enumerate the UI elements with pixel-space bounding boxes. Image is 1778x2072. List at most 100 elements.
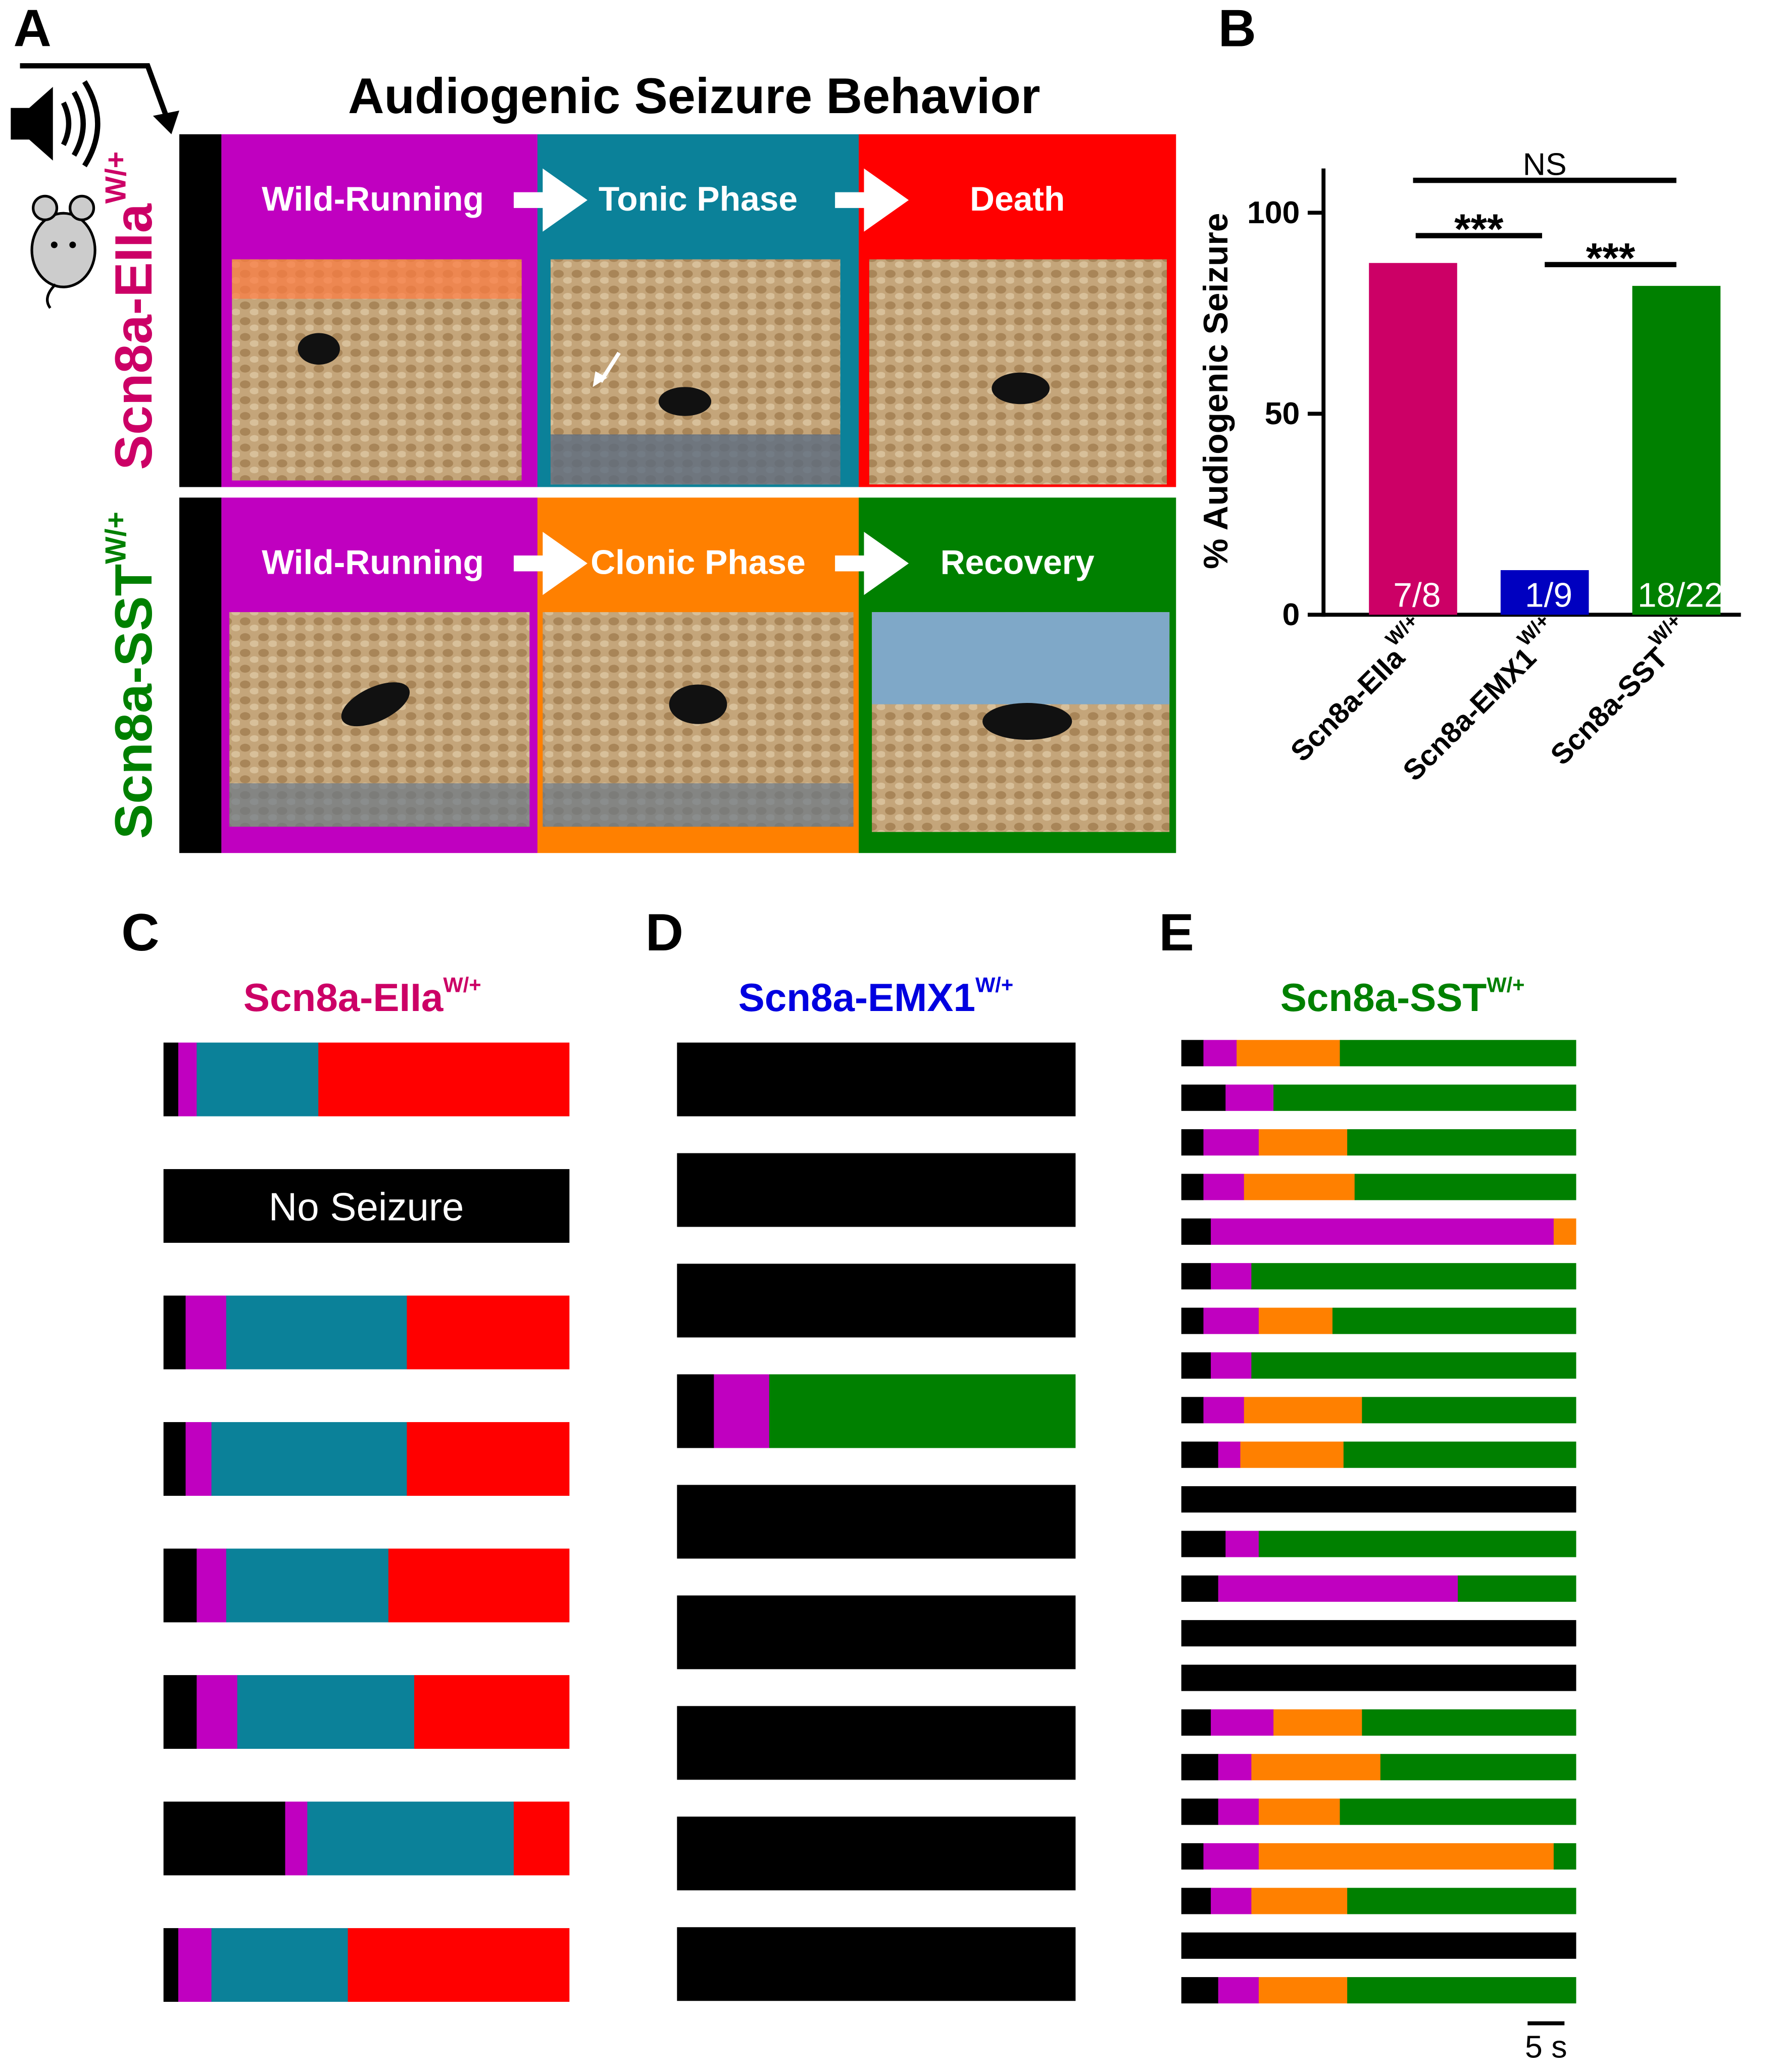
segment: [1458, 1575, 1576, 1602]
timeline-title-main: Scn8a-SST: [1280, 975, 1487, 1020]
segment: [677, 1153, 1076, 1227]
segment: [1181, 1040, 1204, 1067]
timeline-title-sup: W/+: [1487, 973, 1524, 996]
segment: [677, 1927, 1076, 2001]
segment: [163, 1928, 179, 2002]
segment: [1203, 1843, 1259, 1870]
panel-label: D: [646, 903, 683, 962]
segment: [1273, 1084, 1576, 1111]
segment: [1244, 1397, 1363, 1424]
segment: [163, 1295, 186, 1370]
segment: [1203, 1129, 1259, 1156]
segment: [1203, 1174, 1245, 1200]
segment: [1380, 1754, 1576, 1781]
segment: [1211, 1709, 1274, 1736]
phase-label: Wild-Running: [262, 544, 484, 582]
bar: [1632, 286, 1721, 615]
bar: [1369, 263, 1457, 615]
phase-arrow: [835, 168, 909, 232]
segment: [1240, 1441, 1344, 1468]
segment: [677, 1595, 1076, 1670]
segment: [1553, 1218, 1576, 1245]
segment: [226, 1548, 389, 1623]
segment: [163, 1169, 570, 1243]
segment: [307, 1801, 514, 1876]
timeline-title-sup: W/+: [975, 973, 1013, 996]
segment: [1211, 1263, 1252, 1290]
segment: [318, 1042, 570, 1117]
segment: [226, 1295, 408, 1370]
segment: [1181, 1084, 1226, 1111]
timeline-title-main: Scn8a-EMX1: [738, 975, 975, 1020]
segment: [1181, 1263, 1211, 1290]
segment: [1181, 1486, 1576, 1513]
segment: [1218, 1441, 1241, 1468]
segment: [1244, 1174, 1355, 1200]
row-label-sup: W/+: [100, 151, 132, 204]
scale-bar-label: 5 s: [1525, 2029, 1567, 2064]
segment: [1181, 1664, 1576, 1691]
segment: [1218, 1798, 1259, 1825]
row-stripe: [179, 134, 222, 487]
segment: [1181, 1218, 1211, 1245]
significance-label: ***: [1454, 205, 1504, 252]
segment: [1181, 1843, 1204, 1870]
segment: [163, 1422, 186, 1496]
phase-label: Death: [970, 180, 1065, 218]
x-tick-label: Scn8a-EMX1W/+: [1390, 610, 1567, 787]
segment: [1181, 1620, 1576, 1647]
segment: [163, 1801, 286, 1876]
row-label-main: Scn8a-SST: [105, 564, 163, 839]
segment: [237, 1675, 415, 1749]
timeline-title: Scn8a-EMX1W/+: [738, 973, 1014, 1020]
y-tick-label: 100: [1247, 195, 1300, 230]
segment: [1203, 1307, 1259, 1334]
phase-label: Recovery: [941, 544, 1095, 582]
segment: [1251, 1754, 1381, 1781]
segment: [1211, 1352, 1252, 1379]
segment: [1218, 1977, 1259, 2004]
value-label: 18/22: [1638, 577, 1723, 615]
panel-label: E: [1159, 903, 1194, 962]
segment: [1181, 1129, 1204, 1156]
y-axis-label: % Audiogenic Seizure: [1197, 213, 1235, 569]
segment: [1218, 1754, 1252, 1781]
segment: [1340, 1798, 1576, 1825]
segment: [1181, 1977, 1219, 2004]
stimulus-icons: [11, 63, 179, 309]
x-tick-label-main: Scn8a-EMX1: [1397, 641, 1543, 787]
segment: [407, 1422, 570, 1496]
segment: [196, 1675, 238, 1749]
panel-title: Audiogenic Seizure Behavior: [348, 68, 1040, 124]
segment: [769, 1374, 1076, 1448]
y-tick-label: 50: [1265, 396, 1300, 431]
segment: [1225, 1084, 1274, 1111]
timeline-title-sup: W/+: [443, 973, 481, 996]
segment: [211, 1422, 408, 1496]
segment: [1347, 1129, 1576, 1156]
x-tick-label-main: Scn8a-EIIa: [1285, 641, 1411, 768]
segment: [185, 1422, 212, 1496]
timeline-title: Scn8a-EIIaW/+: [243, 973, 481, 1020]
segment: [1218, 1575, 1458, 1602]
segment: [1211, 1888, 1252, 1914]
panel-label: C: [121, 903, 159, 962]
segment: [178, 1042, 197, 1117]
row-label: Scn8a-EIIaW/+: [100, 151, 164, 470]
segment: [1251, 1352, 1576, 1379]
segment: [1362, 1709, 1576, 1736]
segment: [1237, 1040, 1341, 1067]
phase-arrow: [514, 532, 588, 595]
segment: [1258, 1798, 1341, 1825]
segment: [1181, 1575, 1219, 1602]
y-tick-label: 0: [1282, 597, 1300, 632]
segment: [1343, 1441, 1576, 1468]
row-label-sup: W/+: [100, 512, 132, 564]
segment: [1181, 1754, 1219, 1781]
segment: [1332, 1307, 1576, 1334]
segment: [714, 1374, 770, 1448]
segment: [178, 1928, 212, 2002]
segment: [1181, 1531, 1226, 1557]
segment: [1211, 1218, 1554, 1245]
